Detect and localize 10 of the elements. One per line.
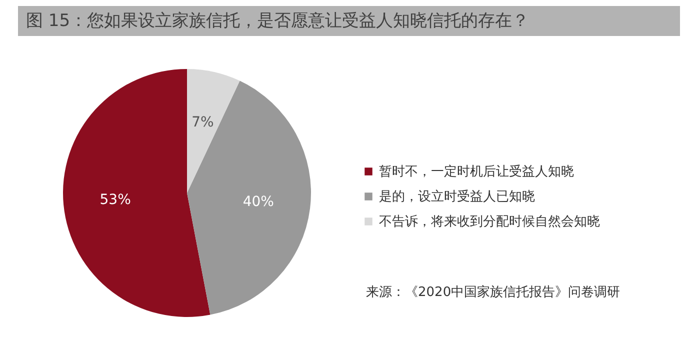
data-label: 40% [242, 194, 274, 210]
pie-slice [187, 80, 311, 315]
data-label: 53% [100, 192, 131, 208]
chart-title: 图 15：您如果设立家族信托，是否愿意让受益人知晓信托的存在？ [18, 6, 680, 36]
legend-label: 是的，设立时受益人已知晓 [379, 188, 535, 204]
legend-label: 暂时不，一定时机后让受益人知晓 [379, 164, 574, 180]
pie-slice [187, 69, 240, 193]
source-note: 来源：《2020中国家族信托报告》问卷调研 [366, 284, 620, 301]
legend-label: 不告诉，将来收到分配时候自然会知晓 [379, 214, 600, 230]
data-label: 7% [192, 114, 214, 131]
